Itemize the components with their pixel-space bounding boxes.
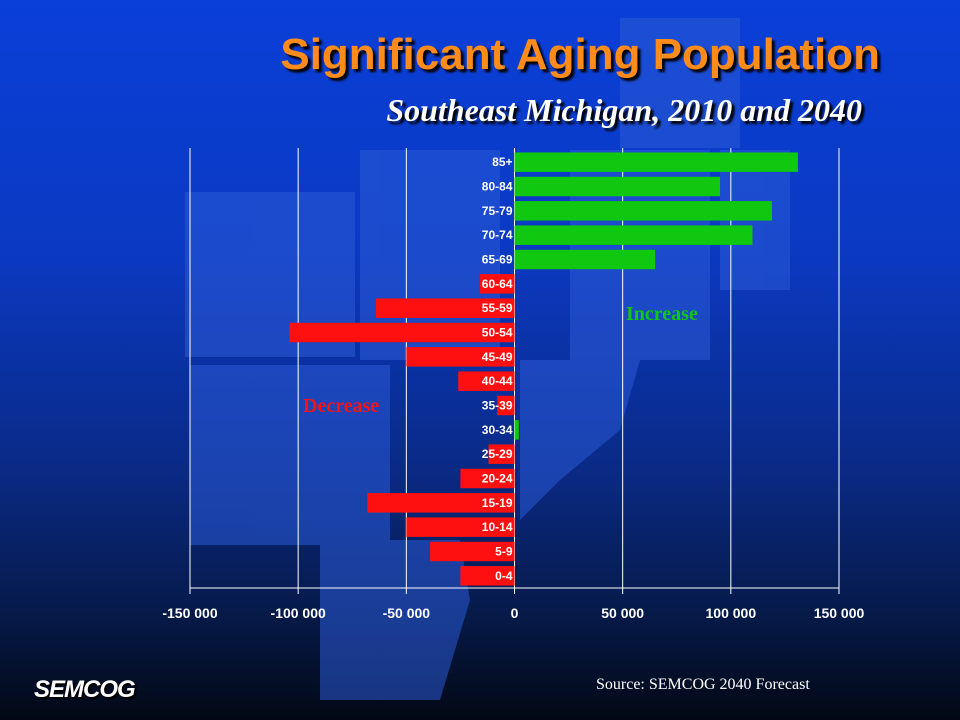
bar-60-64 xyxy=(479,274,515,294)
slide-subtitle: Southeast Michigan, 2010 and 2040 xyxy=(386,92,862,128)
category-label: 35-39 xyxy=(482,399,513,413)
category-label: 65-69 xyxy=(482,253,513,267)
category-label: 55-59 xyxy=(482,301,513,315)
bar-25-29 xyxy=(488,444,515,464)
category-label: 45-49 xyxy=(482,350,513,364)
bar-30-34 xyxy=(514,420,519,440)
bar-20-24 xyxy=(460,468,515,489)
bar-80-84 xyxy=(514,176,721,197)
x-tick-label: 0 xyxy=(511,605,519,621)
decrease-annotation: Decrease xyxy=(303,395,379,417)
category-label: 5-9 xyxy=(495,545,513,559)
slide-title: Significant Aging Population xyxy=(280,30,880,79)
bar-10-14 xyxy=(406,517,515,537)
bar-5-9 xyxy=(430,541,515,562)
x-tick-label: 50 000 xyxy=(601,605,644,621)
bar-75-79 xyxy=(514,201,772,221)
category-label: 0-4 xyxy=(495,569,513,583)
bar-15-19 xyxy=(367,493,515,513)
category-label: 30-34 xyxy=(482,423,513,437)
category-label: 80-84 xyxy=(482,180,513,194)
x-tick-label: -150 000 xyxy=(162,605,217,621)
category-label: 60-64 xyxy=(482,277,513,291)
bar-65-69 xyxy=(514,249,656,270)
bar-70-74 xyxy=(514,225,753,245)
x-tick-label: 150 000 xyxy=(814,605,865,621)
category-label: 85+ xyxy=(492,155,512,169)
x-tick-label: -50 000 xyxy=(383,605,431,621)
category-label: 20-24 xyxy=(482,472,513,486)
category-label: 10-14 xyxy=(482,520,513,534)
bar-0-4 xyxy=(460,566,515,586)
semcog-logo: SEMCOG xyxy=(34,676,136,703)
category-label: 25-29 xyxy=(482,447,513,461)
category-label: 50-54 xyxy=(482,326,513,340)
bar-85+ xyxy=(514,152,798,172)
category-label: 40-44 xyxy=(482,374,513,388)
increase-annotation: Increase xyxy=(626,303,698,325)
bar-40-44 xyxy=(458,371,515,391)
category-label: 15-19 xyxy=(482,496,513,510)
source-note: Source: SEMCOG 2040 Forecast xyxy=(596,676,810,693)
category-label: 75-79 xyxy=(482,204,513,218)
bar-50-54 xyxy=(289,322,515,343)
category-label: 70-74 xyxy=(482,228,513,242)
bar-45-49 xyxy=(406,347,515,367)
x-tick-label: -100 000 xyxy=(271,605,326,621)
bar-35-39 xyxy=(497,395,515,416)
x-tick-label: 100 000 xyxy=(706,605,757,621)
bar-55-59 xyxy=(376,298,515,318)
